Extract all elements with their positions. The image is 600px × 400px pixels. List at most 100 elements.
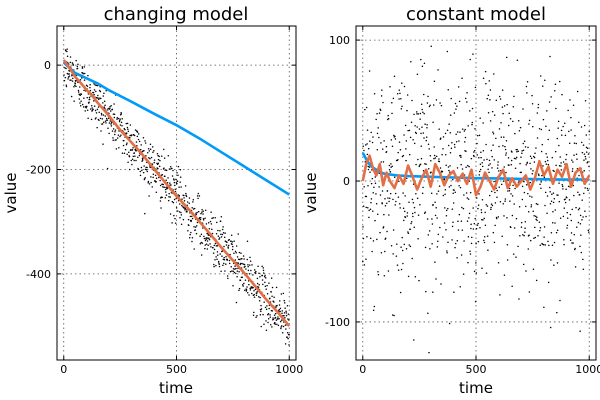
scatter-point [446,252,448,254]
scatter-point [537,203,539,206]
scatter-point [469,250,471,252]
scatter-point [374,176,377,178]
scatter-point [422,170,425,172]
scatter-point [543,176,546,178]
scatter-point [162,186,164,188]
scatter-point [89,86,91,89]
scatter-point [119,135,121,138]
scatter-point [394,138,397,140]
scatter-point [286,332,289,334]
scatter-point [522,263,525,266]
scatter-point [566,196,568,199]
scatter-point [130,149,132,151]
scatter-point [93,93,95,96]
scatter-point [74,82,77,85]
scatter-point [100,130,102,132]
scatter-point [211,232,214,235]
scatter-point [179,176,182,178]
scatter-point [450,184,452,187]
scatter-point [117,134,120,136]
scatter-point [363,149,365,152]
scatter-point [448,186,451,188]
scatter-point [376,238,378,241]
scatter-point [474,217,476,220]
scatter-point [65,85,68,88]
scatter-point [517,150,520,152]
scatter-point [525,184,528,186]
scatter-point [391,112,393,115]
scatter-point [436,246,439,248]
scatter-point [480,211,483,214]
scatter-point [533,214,535,217]
scatter-point [444,153,447,156]
scatter-point [222,231,225,234]
scatter-point [501,106,504,108]
scatter-point [238,287,241,290]
scatter-point [161,173,164,176]
scatter-point [451,225,454,228]
scatter-point [515,158,517,160]
scatter-point [471,236,473,239]
scatter-point [63,79,66,82]
scatter-point [135,150,137,152]
scatter-point [513,203,515,205]
scatter-point [126,126,129,129]
scatter-point [524,227,526,229]
scatter-point [414,211,416,214]
scatter-point [507,190,509,192]
scatter-point [498,186,500,188]
scatter-point [535,218,537,221]
scatter-point [452,178,454,181]
scatter-point [83,97,85,99]
scatter-point [502,145,504,147]
scatter-point [535,203,538,205]
scatter-point [427,312,429,314]
scatter-point [131,158,134,161]
scatter-point [463,194,465,196]
scatter-point [510,159,513,162]
scatter-point [547,138,549,141]
scatter-point [438,158,440,160]
scatter-point [470,227,472,230]
scatter-point [205,238,207,240]
scatter-point [249,256,251,259]
scatter-point [135,159,137,162]
scatter-point [510,193,512,195]
scatter-point [242,285,244,287]
scatter-point [235,267,237,270]
scatter-point [553,264,555,266]
scatter-point [525,270,527,272]
scatter-point [444,193,446,195]
scatter-point [222,264,224,267]
scatter-point [276,304,278,307]
scatter-point [285,328,287,330]
scatter-point [109,105,111,108]
scatter-point [499,294,501,296]
scatter-point [119,118,121,120]
scatter-point [578,194,581,196]
scatter-point [416,73,419,75]
scatter-point [280,326,282,328]
scatter-point [179,203,181,205]
scatter-point [411,99,413,102]
scatter-point [558,80,561,83]
scatter-point [84,72,86,75]
x-tick-label: 1000 [275,363,303,376]
x-tick-label: 1000 [575,363,600,376]
scatter-point [424,123,426,125]
scatter-point [561,134,563,136]
scatter-point [214,259,216,261]
scatter-point [151,146,154,148]
scatter-point [394,192,397,195]
scatter-point [231,270,233,272]
scatter-point [378,186,380,188]
scatter-point [452,192,454,194]
scatter-point [439,167,442,169]
scatter-point [413,206,416,209]
scatter-point [527,192,529,195]
scatter-point [273,296,275,299]
scatter-point [154,174,157,177]
scatter-point [406,94,409,96]
scatter-point [93,100,95,102]
